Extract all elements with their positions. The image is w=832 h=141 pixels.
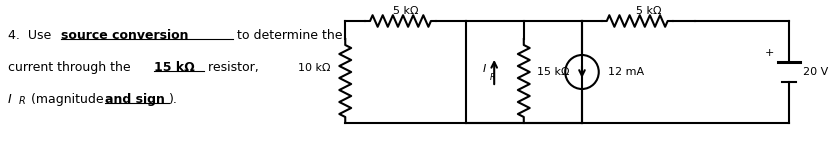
Text: I: I: [7, 93, 12, 106]
Text: R: R: [490, 72, 496, 81]
Text: (magnitude: (magnitude: [27, 93, 108, 106]
Text: +: +: [765, 48, 774, 58]
Text: to determine the: to determine the: [233, 29, 342, 42]
Text: 12 mA: 12 mA: [607, 67, 644, 77]
Text: resistor,: resistor,: [204, 61, 259, 74]
Text: and sign: and sign: [105, 93, 165, 106]
Text: 15 kΩ: 15 kΩ: [155, 61, 196, 74]
Text: 15 kΩ: 15 kΩ: [537, 67, 569, 77]
Text: 20 V: 20 V: [803, 67, 828, 77]
Text: source conversion: source conversion: [61, 29, 188, 42]
Text: 5 kΩ: 5 kΩ: [393, 5, 418, 16]
Text: I: I: [483, 64, 486, 74]
Text: 4.  Use: 4. Use: [7, 29, 55, 42]
Text: R: R: [18, 95, 25, 105]
Text: 10 kΩ: 10 kΩ: [298, 63, 330, 73]
Text: ).: ).: [169, 93, 177, 106]
Text: 5 kΩ: 5 kΩ: [636, 5, 661, 16]
Text: current through the: current through the: [7, 61, 135, 74]
